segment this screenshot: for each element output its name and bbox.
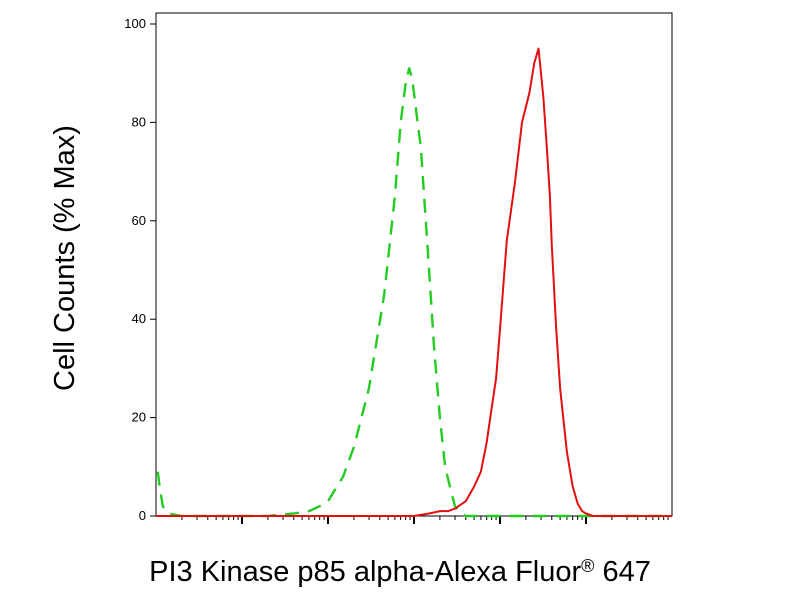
y-tick-label: 60 <box>132 213 146 228</box>
isotype-control-series-line <box>156 67 672 518</box>
x-axis-title: PI3 Kinase p85 alpha-Alexa Fluor® 647 <box>0 556 800 589</box>
series-layer <box>156 47 672 518</box>
y-tick-label: 100 <box>124 16 146 31</box>
x-axis-title-tail: 647 <box>594 556 651 588</box>
y-tick-label: 40 <box>132 311 146 326</box>
y-axis-title: Cell Counts (% Max) <box>49 125 81 391</box>
y-tick-label: 0 <box>139 508 146 523</box>
y-tick-label: 80 <box>132 114 146 129</box>
x-axis-title-sup: ® <box>581 556 595 576</box>
x-axis <box>181 516 669 524</box>
x-axis-title-main: PI3 Kinase p85 alpha-Alexa Fluor <box>149 556 582 588</box>
y-axis: 0 20 40 60 80 100 <box>124 16 156 523</box>
sample-series-line <box>156 47 672 517</box>
y-tick-label: 20 <box>132 410 146 425</box>
